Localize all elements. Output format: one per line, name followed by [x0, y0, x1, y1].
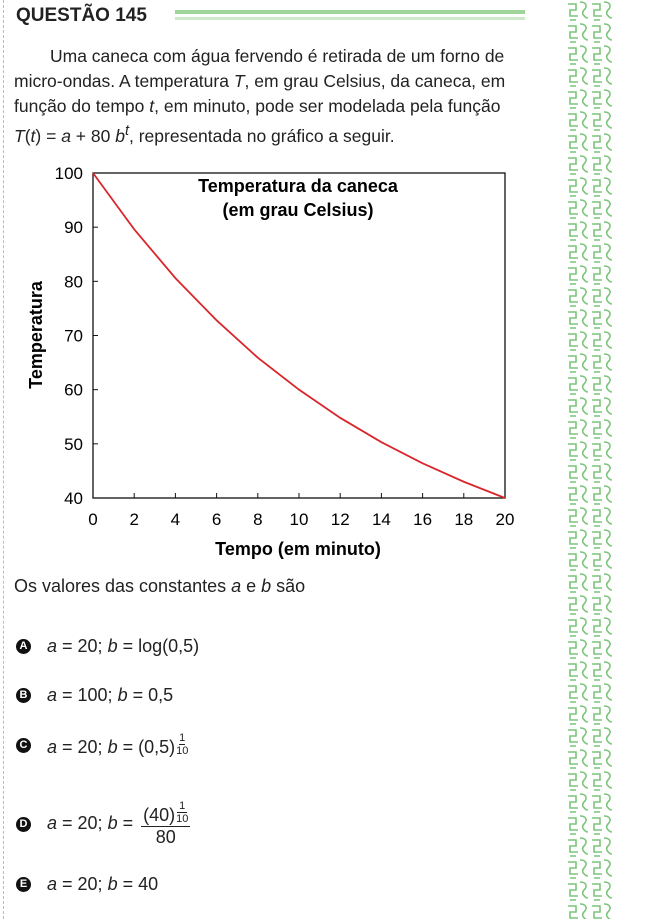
exponent: 1 10 [176, 732, 188, 757]
text: a [47, 812, 58, 833]
x-tick-label: 12 [331, 510, 350, 529]
denominator: 80 [155, 827, 176, 847]
option-letter: A [16, 639, 31, 654]
side-pattern [566, 0, 614, 919]
stem: Os valores das constantes a e b são [14, 576, 305, 597]
expression: a = 20; b = 40 [47, 874, 158, 895]
y-tick-label: 40 [64, 489, 83, 508]
plot-frame [92, 172, 506, 499]
text: a [47, 636, 58, 656]
fraction: (40) 1 10 80 [141, 800, 191, 848]
header-bar [175, 10, 525, 14]
option-letter: D [16, 816, 31, 832]
text: são [271, 576, 306, 596]
x-tick-label: 16 [413, 510, 432, 529]
text: a [47, 874, 58, 894]
x-tick-label: 14 [372, 510, 391, 529]
x-tick-label: 4 [171, 510, 180, 529]
y-axis-label: Temperatura [26, 280, 46, 389]
var: T [233, 71, 245, 91]
var: b [115, 125, 125, 146]
num: 1 [177, 800, 188, 813]
var: t [124, 123, 129, 139]
text: = 40 [117, 874, 159, 894]
text: Os valores das constantes [14, 576, 232, 596]
x-tick-label: 10 [290, 510, 309, 529]
den: 10 [176, 813, 189, 825]
text: b [107, 812, 118, 833]
left-border [3, 0, 4, 919]
var: b [261, 576, 272, 596]
text: , representada no gráfico a seguir. [129, 125, 395, 146]
text: ( [24, 125, 31, 146]
expression: a = 20; b = (40) 1 10 80 [47, 800, 191, 848]
y-tick-label: 100 [55, 164, 83, 183]
text: e [241, 576, 262, 596]
x-tick-label: 8 [253, 510, 262, 529]
x-tick-label: 2 [129, 510, 138, 529]
text: = 20; [57, 737, 108, 757]
num: 1 [179, 732, 186, 745]
text: a [47, 737, 58, 757]
y-tick-label: 90 [64, 218, 83, 237]
chart-title: (em grau Celsius) [222, 200, 373, 220]
text: , em minuto, pode ser modelada pela funç… [154, 96, 501, 116]
text: , em grau Celsius, da caneca, em função … [14, 71, 506, 116]
curve [92, 172, 506, 499]
text: (40) [143, 805, 176, 825]
y-tick-label: 80 [64, 272, 83, 291]
text: = 20; [57, 636, 108, 656]
option-letter: E [16, 877, 31, 892]
x-axis-label: Tempo (em minuto) [215, 539, 381, 559]
text: b [107, 636, 118, 656]
x-tick-label: 18 [454, 510, 473, 529]
text: = 20; [57, 812, 108, 833]
text: = (0,5) [117, 737, 176, 757]
text: = 0,5 [127, 685, 174, 705]
text: b [117, 685, 128, 705]
x-tick-label: 20 [496, 510, 515, 529]
y-tick-label: 60 [64, 381, 83, 400]
text: = [117, 812, 139, 833]
text: = log(0,5) [117, 636, 200, 656]
exponent: 1 10 [176, 800, 188, 825]
option-letter: B [16, 688, 31, 703]
text: + 80 [70, 125, 116, 146]
var: T [14, 125, 25, 146]
header-bar [175, 17, 525, 20]
var: t [30, 125, 36, 146]
var: a [231, 576, 242, 596]
var: t [149, 96, 155, 116]
text: b [107, 874, 118, 894]
var: a [61, 125, 71, 146]
x-tick-label: 0 [88, 510, 97, 529]
expression: a = 20; b = (0,5) 1 10 [47, 732, 188, 758]
text: = 100; [57, 685, 118, 705]
text: b [107, 737, 118, 757]
expression: a = 20; b = log(0,5) [47, 636, 199, 657]
intro: Uma caneca com água fervendo é retirada … [14, 44, 529, 149]
option-letter: C [16, 737, 31, 753]
text: ) = [35, 125, 62, 146]
chart: Temperatura da caneca (em grau Celsius) … [26, 164, 515, 559]
expression: a = 100; b = 0,5 [47, 685, 173, 706]
y-tick-label: 70 [64, 327, 83, 346]
text: = 20; [57, 874, 108, 894]
y-tick-label: 50 [64, 435, 83, 454]
text: Uma caneca com água fervendo é retirada … [14, 46, 505, 91]
numerator: (40) 1 10 [141, 800, 191, 827]
den: 10 [176, 745, 189, 757]
text: a [47, 685, 58, 705]
question-title: QUESTÃO 145 [16, 5, 147, 26]
x-tick-label: 6 [212, 510, 221, 529]
chart-title: Temperatura da caneca [198, 176, 399, 196]
